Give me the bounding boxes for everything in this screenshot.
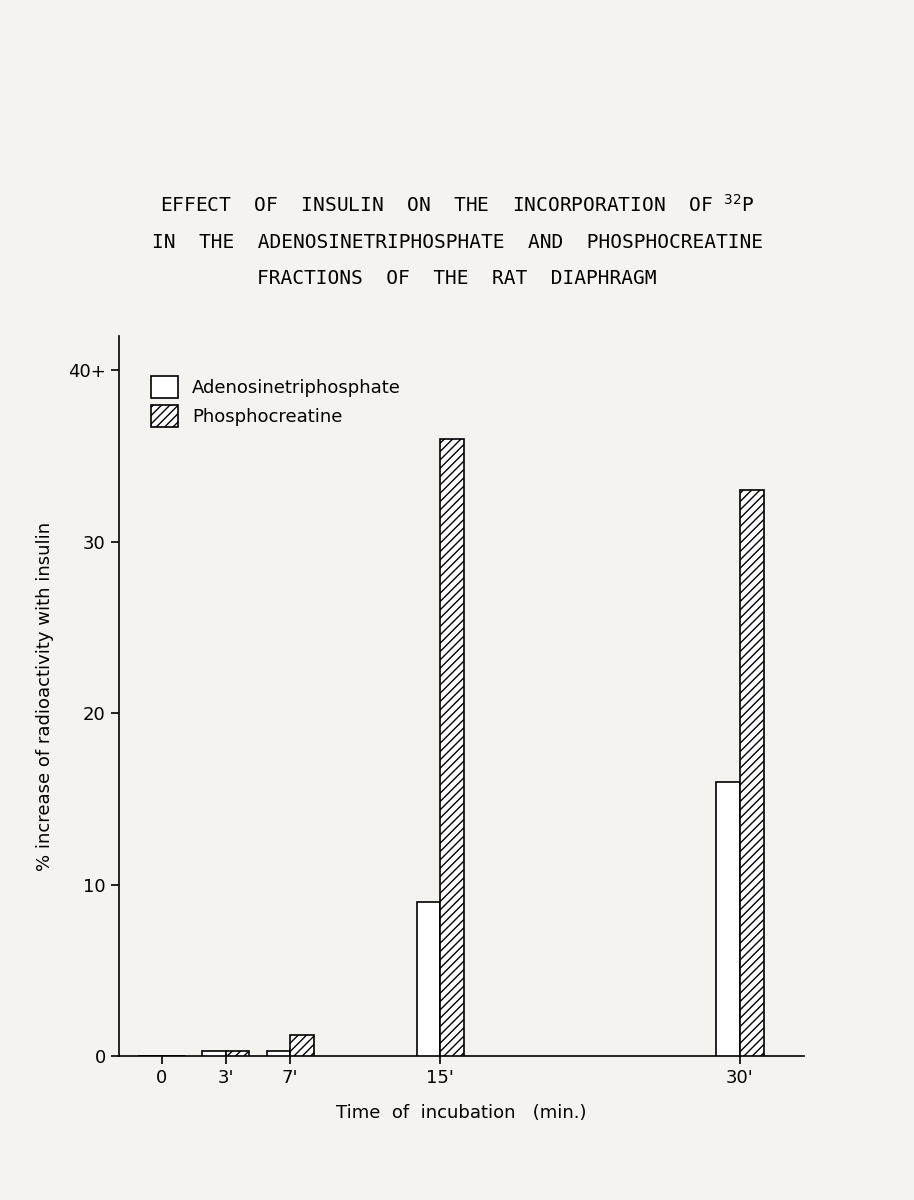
X-axis label: Time  of  incubation   (min.): Time of incubation (min.) — [336, 1104, 587, 1122]
Text: EFFECT  OF  INSULIN  ON  THE  INCORPORATION  OF $^{32}$P: EFFECT OF INSULIN ON THE INCORPORATION O… — [160, 194, 754, 216]
Bar — [202, 1051, 226, 1056]
Bar — [291, 1036, 314, 1056]
Bar — [717, 781, 740, 1056]
Bar — [441, 439, 463, 1056]
Bar — [267, 1051, 291, 1056]
Text: IN  THE  ADENOSINETRIPHOSPHATE  AND  PHOSPHOCREATINE: IN THE ADENOSINETRIPHOSPHATE AND PHOSPHO… — [152, 233, 762, 252]
Y-axis label: % increase of radioactivity with insulin: % increase of radioactivity with insulin — [36, 522, 54, 870]
Text: FRACTIONS  OF  THE  RAT  DIAPHRAGM: FRACTIONS OF THE RAT DIAPHRAGM — [257, 269, 657, 288]
Bar — [740, 491, 763, 1056]
Bar — [226, 1051, 250, 1056]
Bar — [417, 901, 441, 1056]
Legend: Adenosinetriphosphate, Phosphocreatine: Adenosinetriphosphate, Phosphocreatine — [142, 367, 410, 436]
